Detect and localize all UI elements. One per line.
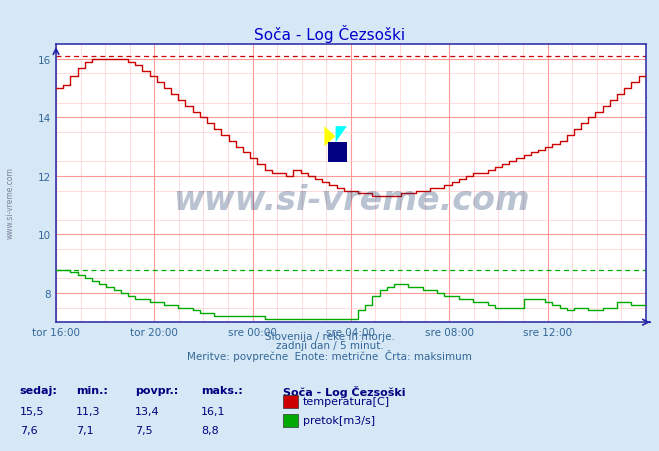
Text: 7,1: 7,1 bbox=[76, 425, 94, 435]
Text: 7,6: 7,6 bbox=[20, 425, 38, 435]
Text: pretok[m3/s]: pretok[m3/s] bbox=[303, 415, 375, 425]
Text: Soča - Log Čezsoški: Soča - Log Čezsoški bbox=[254, 25, 405, 43]
Text: Slovenija / reke in morje.: Slovenija / reke in morje. bbox=[264, 331, 395, 341]
Polygon shape bbox=[328, 143, 347, 163]
Text: 7,5: 7,5 bbox=[135, 425, 153, 435]
Text: min.:: min.: bbox=[76, 386, 107, 396]
Text: 11,3: 11,3 bbox=[76, 406, 100, 416]
Text: povpr.:: povpr.: bbox=[135, 386, 179, 396]
Text: 8,8: 8,8 bbox=[201, 425, 219, 435]
Text: www.si-vreme.com: www.si-vreme.com bbox=[173, 184, 529, 217]
Polygon shape bbox=[324, 127, 335, 147]
Text: 13,4: 13,4 bbox=[135, 406, 159, 416]
Text: sedaj:: sedaj: bbox=[20, 386, 57, 396]
Text: Soča - Log Čezsoški: Soča - Log Čezsoški bbox=[283, 386, 406, 398]
Text: 16,1: 16,1 bbox=[201, 406, 225, 416]
Text: www.si-vreme.com: www.si-vreme.com bbox=[5, 167, 14, 239]
Text: 15,5: 15,5 bbox=[20, 406, 44, 416]
Text: zadnji dan / 5 minut.: zadnji dan / 5 minut. bbox=[275, 341, 384, 350]
Text: maks.:: maks.: bbox=[201, 386, 243, 396]
Polygon shape bbox=[335, 127, 347, 143]
Text: Meritve: povprečne  Enote: metrične  Črta: maksimum: Meritve: povprečne Enote: metrične Črta:… bbox=[187, 350, 472, 362]
Text: temperatura[C]: temperatura[C] bbox=[303, 396, 390, 406]
